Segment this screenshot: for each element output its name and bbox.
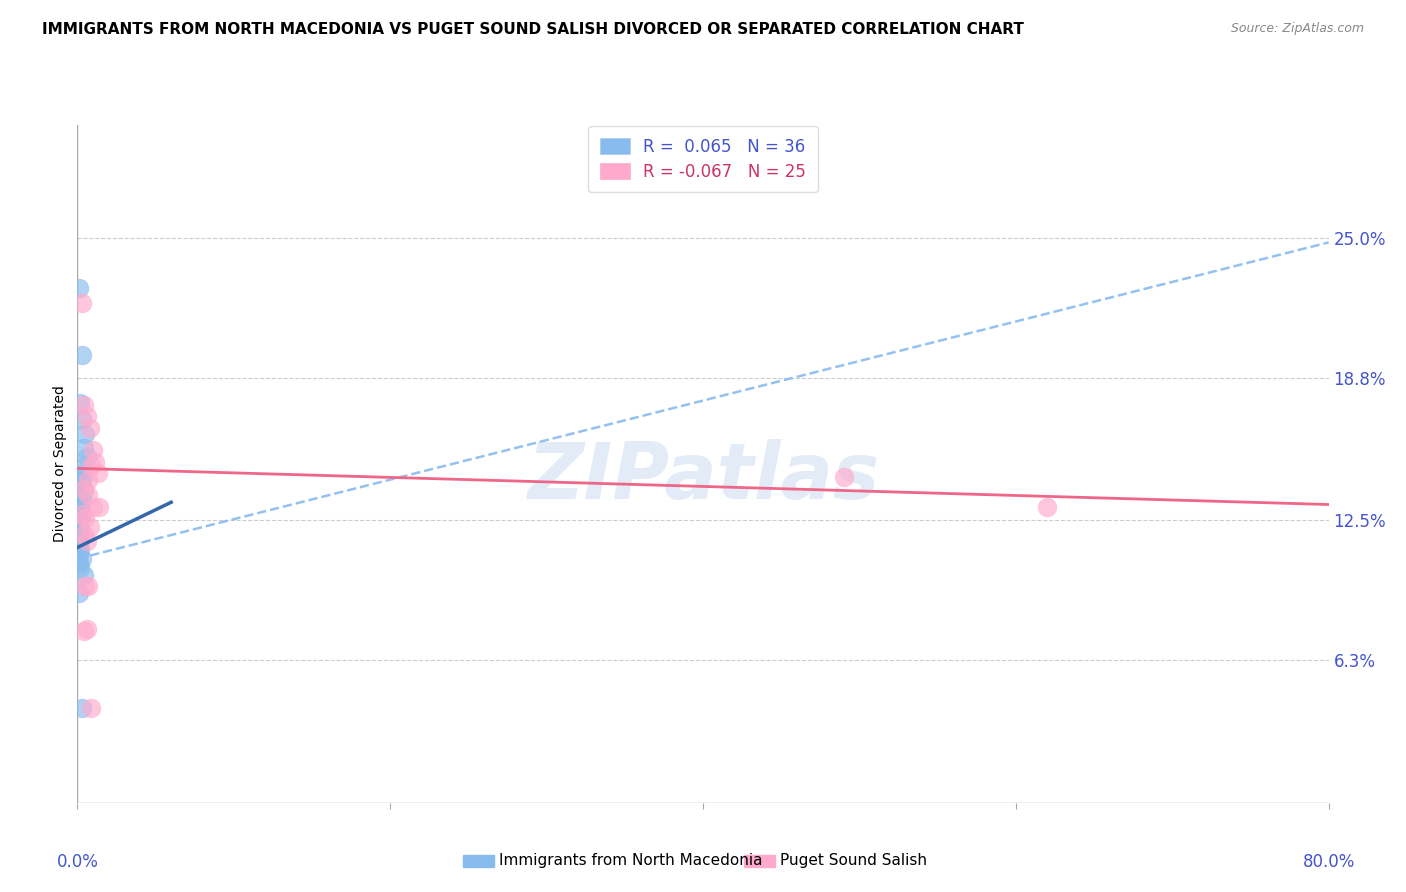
Point [67, 529, 90, 543]
Point [69, 524, 91, 539]
Point [77, 473, 100, 487]
Text: 80.0%: 80.0% [1302, 853, 1355, 871]
Point [67, 585, 90, 599]
Point [67, 533, 90, 548]
Text: Source: ZipAtlas.com: Source: ZipAtlas.com [1230, 22, 1364, 36]
Point [77, 579, 100, 593]
Text: IMMIGRANTS FROM NORTH MACEDONIA VS PUGET SOUND SALISH DIVORCED OR SEPARATED CORR: IMMIGRANTS FROM NORTH MACEDONIA VS PUGET… [42, 22, 1024, 37]
Point [67, 280, 90, 294]
Point [69, 542, 91, 557]
Point [76, 622, 98, 636]
Point [72, 567, 94, 582]
Legend: R =  0.065   N = 36, R = -0.067   N = 25: R = 0.065 N = 36, R = -0.067 N = 25 [588, 127, 818, 193]
Point [67, 527, 90, 541]
Point [67, 541, 90, 555]
Point [69, 511, 91, 525]
Point [80, 701, 103, 715]
Point [70, 493, 93, 508]
Point [89, 500, 111, 514]
Point [67, 532, 90, 546]
Point [70, 473, 93, 487]
Point [72, 466, 94, 480]
Point [86, 466, 108, 480]
Point [69, 561, 91, 575]
Point [832, 470, 855, 484]
Point [69, 396, 91, 410]
Point [80, 459, 103, 474]
Point [69, 502, 91, 516]
Point [72, 527, 94, 541]
Point [67, 536, 90, 550]
Y-axis label: Divorced or Separated: Divorced or Separated [53, 385, 67, 542]
Point [70, 701, 93, 715]
Text: 0.0%: 0.0% [56, 853, 98, 871]
Point [82, 500, 104, 514]
Point [70, 411, 93, 425]
Point [79, 520, 101, 534]
Point [72, 624, 94, 638]
Point [70, 507, 93, 521]
Point [69, 488, 91, 502]
Point [75, 511, 97, 525]
Point [67, 520, 90, 534]
Point [77, 488, 100, 502]
Point [76, 533, 98, 548]
Point [72, 482, 94, 496]
Point [67, 498, 90, 512]
Point [67, 547, 90, 561]
Point [76, 409, 98, 424]
Text: ZIPatlas: ZIPatlas [527, 440, 879, 516]
Point [79, 420, 101, 434]
Point [75, 579, 97, 593]
Point [83, 454, 105, 468]
Point [67, 538, 90, 552]
Point [82, 443, 104, 458]
Point [1036, 500, 1059, 514]
Point [70, 551, 93, 566]
Point [67, 507, 90, 521]
Point [75, 459, 97, 474]
Point [67, 516, 90, 530]
Text: Puget Sound Salish: Puget Sound Salish [780, 854, 928, 868]
Point [70, 296, 93, 310]
Point [69, 477, 91, 491]
Point [72, 441, 94, 455]
Point [75, 427, 97, 442]
Point [72, 398, 94, 412]
Point [67, 556, 90, 570]
Point [70, 348, 93, 362]
Point [76, 450, 98, 464]
Text: Immigrants from North Macedonia: Immigrants from North Macedonia [499, 854, 762, 868]
Point [72, 483, 94, 498]
